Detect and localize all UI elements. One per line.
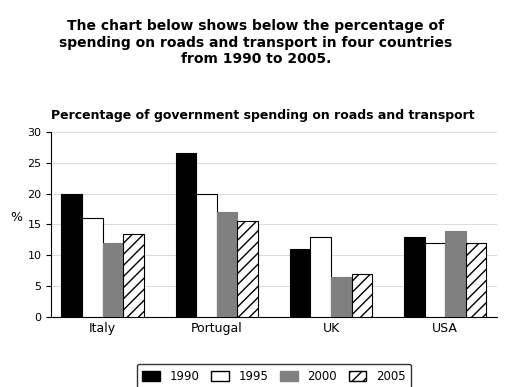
Bar	[82, 218, 102, 317]
Bar	[310, 237, 331, 317]
Bar	[238, 221, 258, 317]
Bar	[196, 194, 217, 317]
Bar	[404, 237, 424, 317]
Y-axis label: %: %	[10, 211, 22, 224]
Bar	[352, 274, 372, 317]
Bar	[331, 277, 352, 317]
Bar	[102, 243, 123, 317]
Text: The chart below shows below the percentage of
spending on roads and transport in: The chart below shows below the percenta…	[59, 19, 453, 66]
Legend: 1990, 1995, 2000, 2005: 1990, 1995, 2000, 2005	[137, 364, 411, 387]
Bar	[466, 243, 486, 317]
Bar	[290, 249, 310, 317]
Bar	[176, 153, 196, 317]
Bar	[424, 243, 445, 317]
Bar	[217, 212, 238, 317]
Bar	[61, 194, 82, 317]
Bar	[445, 231, 466, 317]
Bar	[123, 234, 144, 317]
Text: Percentage of government spending on roads and transport: Percentage of government spending on roa…	[51, 109, 475, 122]
